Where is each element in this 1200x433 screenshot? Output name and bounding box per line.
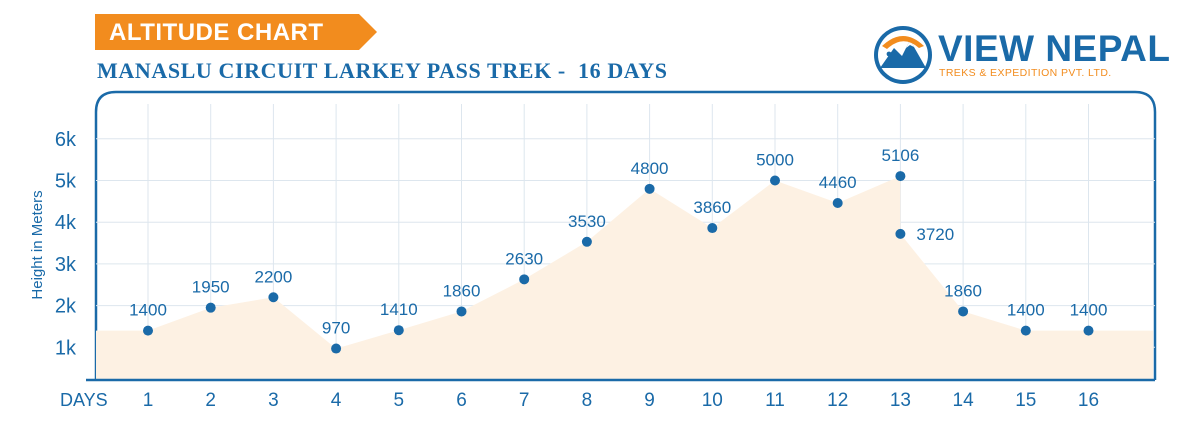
data-label: 4800 bbox=[631, 159, 669, 178]
chart-frame bbox=[94, 90, 1157, 380]
data-point bbox=[331, 343, 342, 354]
company-logo: VIEW NEPAL TREKS & EXPEDITION PVT. LTD. bbox=[872, 24, 1172, 88]
data-point bbox=[519, 274, 530, 285]
data-labels: 1400 1950 2200 970 1410 1860 2630 3530 4800 3860 5… bbox=[129, 146, 1107, 337]
y-tick-label: 1k bbox=[55, 337, 77, 359]
data-label: 3860 bbox=[693, 198, 731, 217]
chart-subtitle: MANASLU CIRCUIT LARKEY PASS TREK - 16 DA… bbox=[97, 58, 668, 83]
x-tick-label: 11 bbox=[765, 390, 785, 411]
x-tick-label: 15 bbox=[1015, 390, 1036, 411]
y-axis-label: Height in Meters bbox=[29, 190, 46, 299]
data-point bbox=[581, 236, 592, 247]
data-point bbox=[895, 171, 906, 182]
x-tick-label: 10 bbox=[702, 390, 723, 411]
data-point bbox=[895, 228, 906, 239]
x-tick-label: 5 bbox=[394, 390, 405, 411]
data-label: 5106 bbox=[881, 146, 919, 165]
x-tick-label: 9 bbox=[644, 390, 655, 411]
tag-arrow-shape bbox=[95, 14, 377, 50]
data-point bbox=[268, 292, 279, 303]
mountain-hiker-icon bbox=[874, 26, 932, 84]
altitude-chart-tag: ALTITUDE CHART bbox=[95, 14, 377, 50]
data-label: 1400 bbox=[1070, 301, 1108, 320]
data-label: 3720 bbox=[916, 225, 954, 244]
x-tick-label: 4 bbox=[331, 390, 342, 411]
tag-label: ALTITUDE CHART bbox=[109, 19, 324, 46]
x-tick-label: 3 bbox=[268, 390, 279, 411]
data-point bbox=[393, 325, 404, 336]
x-tick-label: 1 bbox=[143, 390, 154, 411]
y-axis: 1k 2k 3k 4k 5k 6k bbox=[55, 129, 77, 359]
x-tick-label: 12 bbox=[827, 390, 848, 411]
data-point bbox=[1020, 325, 1031, 336]
logo-name: VIEW NEPAL bbox=[938, 28, 1171, 69]
data-point bbox=[205, 302, 216, 313]
altitude-area bbox=[96, 176, 1153, 380]
data-point bbox=[644, 183, 655, 194]
data-point bbox=[707, 223, 718, 234]
x-axis: 1 2 3 4 5 6 7 8 9 10 11 12 13 14 15 16 bbox=[143, 390, 1099, 411]
data-label: 2630 bbox=[505, 249, 543, 268]
data-point bbox=[456, 306, 467, 317]
y-tick-label: 2k bbox=[55, 296, 77, 318]
data-label: 4460 bbox=[819, 173, 857, 192]
x-tick-label: 16 bbox=[1078, 390, 1099, 411]
y-tick-label: 6k bbox=[55, 129, 77, 151]
data-label: 2200 bbox=[254, 267, 292, 286]
x-tick-label: 13 bbox=[890, 390, 911, 411]
data-label: 1860 bbox=[443, 281, 481, 300]
x-tick-label: 6 bbox=[456, 390, 467, 411]
data-points bbox=[143, 171, 1094, 354]
logo-tagline: TREKS & EXPEDITION PVT. LTD. bbox=[939, 67, 1112, 79]
x-axis-label: DAYS bbox=[60, 390, 108, 410]
x-tick-label: 14 bbox=[953, 390, 975, 411]
data-point bbox=[958, 306, 969, 317]
data-label: 1860 bbox=[944, 281, 982, 300]
data-point bbox=[1083, 325, 1094, 336]
data-point bbox=[770, 175, 780, 186]
data-label: 3530 bbox=[568, 212, 606, 231]
data-label: 1400 bbox=[129, 301, 167, 320]
data-label: 5000 bbox=[756, 151, 794, 170]
data-label: 1950 bbox=[192, 278, 230, 297]
x-tick-label: 2 bbox=[205, 390, 216, 411]
area-layer bbox=[96, 176, 1153, 380]
data-label: 1410 bbox=[380, 300, 418, 319]
data-point bbox=[143, 325, 153, 336]
x-tick-label: 7 bbox=[519, 390, 530, 411]
y-tick-label: 3k bbox=[55, 254, 77, 276]
y-tick-label: 5k bbox=[55, 171, 77, 193]
data-label: 970 bbox=[322, 319, 350, 338]
data-point bbox=[832, 198, 843, 209]
data-label: 1400 bbox=[1007, 301, 1045, 320]
y-tick-label: 4k bbox=[55, 212, 77, 234]
x-tick-label: 8 bbox=[582, 390, 593, 411]
